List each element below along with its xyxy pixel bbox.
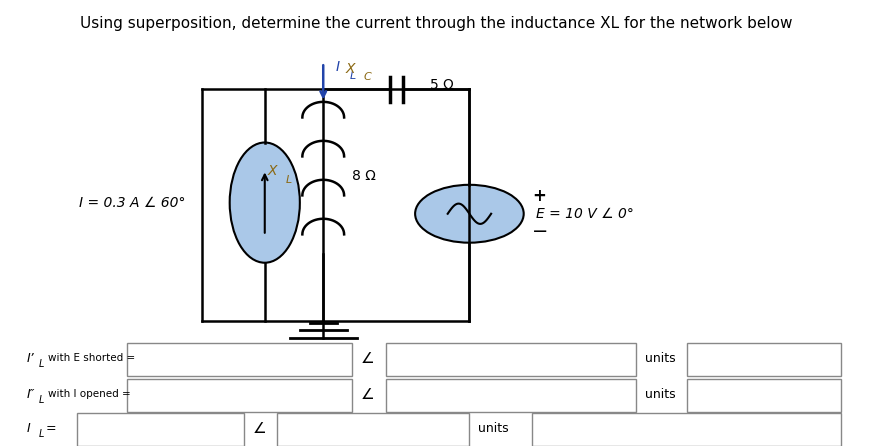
Text: with E shorted =: with E shorted = — [48, 354, 135, 363]
Text: units: units — [644, 388, 676, 401]
FancyBboxPatch shape — [127, 379, 352, 412]
Text: =: = — [46, 422, 57, 435]
Text: X: X — [345, 62, 355, 76]
Text: Using superposition, determine the current through the inductance XL for the net: Using superposition, determine the curre… — [79, 16, 793, 31]
Text: L: L — [350, 71, 357, 81]
FancyBboxPatch shape — [277, 413, 469, 446]
FancyBboxPatch shape — [532, 413, 841, 446]
Text: E = 10 V ∠ 0°: E = 10 V ∠ 0° — [536, 207, 634, 221]
Text: L: L — [39, 359, 44, 369]
Text: I: I — [336, 60, 340, 74]
Text: ∠: ∠ — [252, 421, 266, 436]
Text: I = 0.3 A ∠ 60°: I = 0.3 A ∠ 60° — [78, 196, 186, 210]
Text: L: L — [285, 175, 291, 186]
Text: I: I — [27, 422, 31, 435]
Text: I″: I″ — [27, 388, 35, 401]
Text: units: units — [478, 422, 508, 435]
FancyBboxPatch shape — [127, 343, 352, 376]
Ellipse shape — [415, 185, 524, 243]
Text: +: + — [532, 187, 546, 206]
Text: ∠: ∠ — [361, 351, 374, 366]
Text: units: units — [644, 352, 676, 365]
FancyBboxPatch shape — [686, 343, 841, 376]
Text: 8 Ω: 8 Ω — [352, 169, 377, 183]
Ellipse shape — [229, 143, 300, 263]
FancyBboxPatch shape — [77, 413, 244, 446]
FancyBboxPatch shape — [386, 379, 637, 412]
Text: C: C — [364, 72, 371, 83]
Text: ∠: ∠ — [361, 387, 374, 401]
Text: L: L — [39, 429, 44, 439]
Text: 5 Ω: 5 Ω — [430, 78, 453, 91]
FancyBboxPatch shape — [386, 343, 637, 376]
Text: −: − — [532, 222, 548, 241]
Text: X: X — [268, 165, 277, 178]
FancyBboxPatch shape — [686, 379, 841, 412]
Text: L: L — [39, 395, 44, 405]
Text: I’: I’ — [27, 352, 35, 365]
Text: with I opened =: with I opened = — [48, 389, 130, 399]
